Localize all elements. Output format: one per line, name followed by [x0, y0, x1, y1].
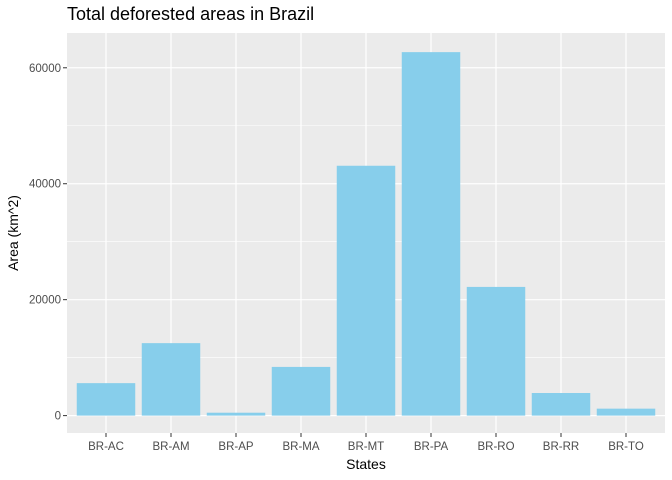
bar-br-to: [596, 408, 656, 416]
x-axis: BR-AC BR-AM BR-AP BR-MA BR-MT BR-PA BR-RO BR-RR…: [88, 433, 644, 453]
x-tick-label: BR-AP: [218, 441, 253, 453]
bar-br-pa: [401, 52, 461, 416]
bar-br-ma: [271, 366, 331, 416]
bar-br-rr: [531, 393, 591, 416]
y-axis-title: Area (km^2): [5, 195, 21, 271]
x-tick-label: BR-TO: [608, 441, 644, 453]
x-tick-label: BR-PA: [414, 441, 449, 453]
y-axis: 0 20000 40000 60000: [29, 63, 67, 423]
y-tick-label: 40000: [29, 179, 61, 191]
bars: [76, 52, 656, 416]
bar-br-am: [141, 343, 201, 416]
x-axis-title: States: [346, 456, 386, 472]
x-tick-label: BR-AM: [152, 441, 189, 453]
x-tick-label: BR-MT: [348, 441, 384, 453]
bar-br-ac: [76, 383, 136, 416]
major-gridlines: [67, 33, 665, 433]
bar-br-mt: [336, 165, 396, 416]
bar-br-ap: [206, 412, 266, 416]
y-tick-label: 60000: [29, 63, 61, 75]
x-tick-label: BR-RR: [543, 441, 579, 453]
chart-title: Total deforested areas in Brazil: [67, 4, 314, 24]
x-tick-label: BR-AC: [88, 441, 124, 453]
bar-br-ro: [466, 286, 526, 416]
x-tick-label: BR-MA: [282, 441, 319, 453]
y-tick-label: 0: [55, 411, 61, 423]
x-tick-label: BR-RO: [477, 441, 514, 453]
y-tick-label: 20000: [29, 295, 61, 307]
